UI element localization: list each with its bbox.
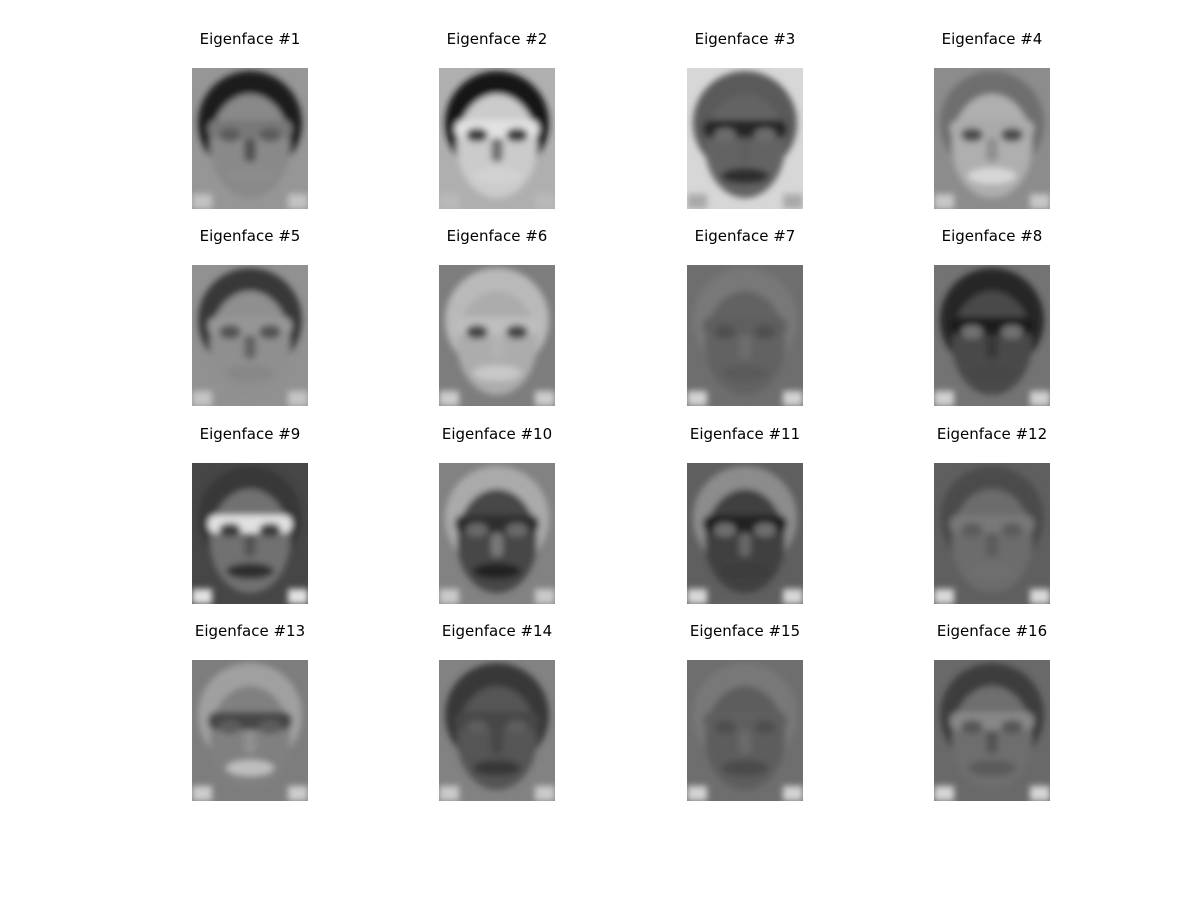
panel-title: Eigenface #8 xyxy=(941,227,1043,245)
eigenface-image xyxy=(439,660,555,801)
eigenface-panel: Eigenface #13 xyxy=(160,622,340,802)
eigenface-panel: Eigenface #7 xyxy=(655,227,835,407)
panel-title: Eigenface #14 xyxy=(441,622,553,640)
eigenface-image xyxy=(439,463,555,604)
eigenface-panel: Eigenface #6 xyxy=(407,227,587,407)
eigenface-panel: Eigenface #15 xyxy=(655,622,835,802)
panel-title: Eigenface #9 xyxy=(199,425,301,443)
eigenface-panel: Eigenface #5 xyxy=(160,227,340,407)
eigenface-image xyxy=(439,265,555,406)
eigenface-image xyxy=(687,660,803,801)
eigenface-panel: Eigenface #9 xyxy=(160,425,340,605)
panel-title: Eigenface #3 xyxy=(694,30,796,48)
eigenface-image xyxy=(934,463,1050,604)
panel-title: Eigenface #1 xyxy=(199,30,301,48)
eigenface-panel: Eigenface #12 xyxy=(902,425,1082,605)
panel-title: Eigenface #4 xyxy=(941,30,1043,48)
eigenface-image xyxy=(934,265,1050,406)
panel-title: Eigenface #5 xyxy=(199,227,301,245)
panel-title: Eigenface #13 xyxy=(194,622,306,640)
eigenface-image xyxy=(934,68,1050,209)
panel-title: Eigenface #12 xyxy=(936,425,1048,443)
eigenface-image xyxy=(192,463,308,604)
eigenface-panel: Eigenface #16 xyxy=(902,622,1082,802)
panel-title: Eigenface #15 xyxy=(689,622,801,640)
eigenface-panel: Eigenface #11 xyxy=(655,425,835,605)
eigenface-image xyxy=(687,463,803,604)
panel-title: Eigenface #10 xyxy=(441,425,553,443)
panel-title: Eigenface #2 xyxy=(446,30,548,48)
eigenface-image xyxy=(192,265,308,406)
eigenface-panel: Eigenface #1 xyxy=(160,30,340,210)
eigenface-panel: Eigenface #4 xyxy=(902,30,1082,210)
eigenface-image xyxy=(439,68,555,209)
panel-title: Eigenface #16 xyxy=(936,622,1048,640)
panel-title: Eigenface #11 xyxy=(689,425,801,443)
eigenface-image xyxy=(687,68,803,209)
panel-title: Eigenface #7 xyxy=(694,227,796,245)
eigenface-panel: Eigenface #3 xyxy=(655,30,835,210)
panel-title: Eigenface #6 xyxy=(446,227,548,245)
eigenface-panel: Eigenface #14 xyxy=(407,622,587,802)
eigenface-image xyxy=(934,660,1050,801)
eigenface-image xyxy=(687,265,803,406)
eigenface-panel: Eigenface #8 xyxy=(902,227,1082,407)
eigenface-panel: Eigenface #2 xyxy=(407,30,587,210)
eigenface-image xyxy=(192,660,308,801)
eigenface-panel: Eigenface #10 xyxy=(407,425,587,605)
eigenface-image xyxy=(192,68,308,209)
